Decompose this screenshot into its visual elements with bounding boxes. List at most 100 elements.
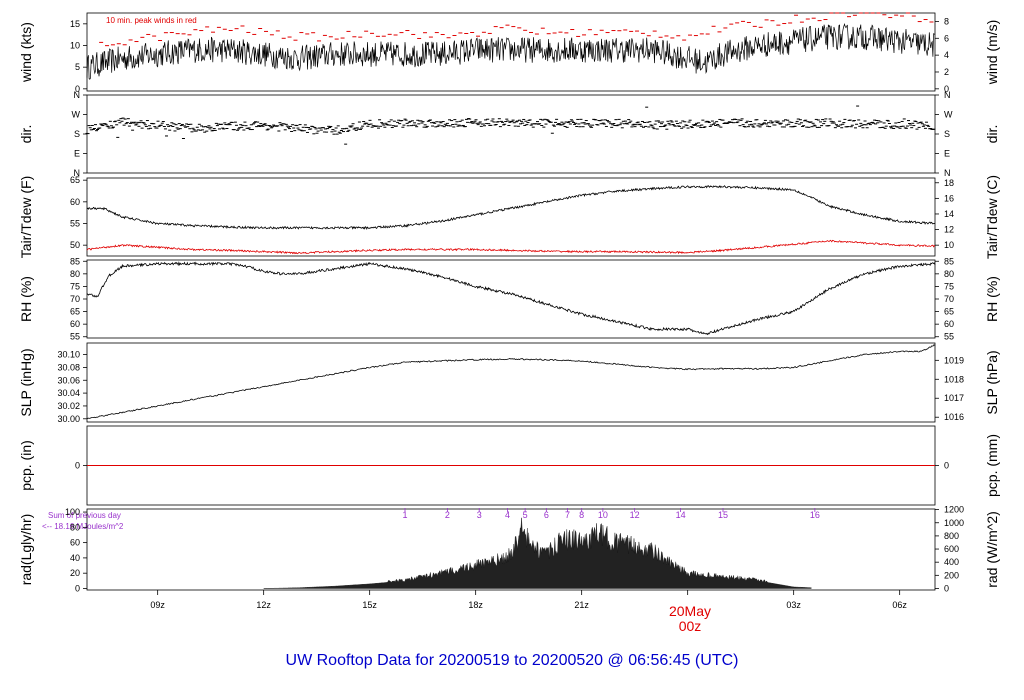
slp-left-tick-label: 30.02 — [57, 401, 80, 411]
solar-hour-label: 14 — [676, 510, 686, 520]
x-tick-label: 15z — [362, 600, 377, 610]
rh-panel-frame — [86, 259, 936, 339]
solar-hour-label: 2 — [445, 510, 450, 520]
rad-left-tick-label: 0 — [75, 583, 80, 593]
solar-hour-label: 10 — [598, 510, 608, 520]
rh-right-tick-label: 80 — [944, 269, 954, 279]
solar-hour-label: 15 — [718, 510, 728, 520]
air-temp-line — [86, 185, 936, 230]
temp-right-axis-label: Tair/Tdew (C) — [984, 175, 1000, 259]
rh-left-tick-label: 80 — [70, 269, 80, 279]
wind-left-tick-label: 0 — [75, 84, 80, 94]
wind-left-tick-label: 5 — [75, 62, 80, 72]
rh-left-axis-label: RH (%) — [18, 276, 34, 322]
rad-right-tick-label: 200 — [944, 570, 959, 580]
slp-left-tick-label: 30.08 — [57, 362, 80, 372]
rad-left-tick-label: 20 — [70, 568, 80, 578]
rad-right-tick-label: 0 — [944, 583, 949, 593]
rad-left-tick-label: 40 — [70, 553, 80, 563]
dir-right-tick-label: W — [944, 110, 953, 120]
rh-left-tick-label: 70 — [70, 294, 80, 304]
dir-left-tick-label: S — [74, 129, 80, 139]
rad-right-tick-label: 800 — [944, 531, 959, 541]
temp-left-tick-label: 65 — [70, 175, 80, 185]
dir-right-tick-label: N — [944, 168, 951, 178]
rad-left-axis-label: rad(Lgly/hr) — [18, 514, 34, 586]
dir-panel-frame — [86, 94, 936, 174]
rh-right-tick-label: 60 — [944, 319, 954, 329]
dir-left-tick-label: W — [72, 110, 81, 120]
solar-note-line1: Sum of previous day — [48, 511, 121, 520]
wind-left-tick-label: 10 — [70, 41, 80, 51]
rh-left-tick-label: 85 — [70, 256, 80, 266]
rad-right-axis-label: rad (W/m^2) — [984, 511, 1000, 588]
rh-left-tick-label: 75 — [70, 281, 80, 291]
temp-left-axis-label: Tair/Tdew (F) — [18, 176, 34, 258]
dir-right-tick-label: N — [944, 90, 951, 100]
slp-left-tick-label: 30.04 — [57, 388, 80, 398]
rad-right-tick-label: 600 — [944, 544, 959, 554]
wind-right-tick-label: 8 — [944, 16, 949, 26]
temp-right-tick-label: 16 — [944, 193, 954, 203]
date-marker-hour: 00z — [679, 618, 702, 634]
wind-right-tick-label: 4 — [944, 50, 949, 60]
slp-right-tick-label: 1016 — [944, 412, 964, 422]
wind-panel-frame — [86, 12, 936, 92]
pcp-right-axis-label: pcp. (mm) — [984, 434, 1000, 497]
x-tick-label: 06z — [892, 600, 907, 610]
wind-peak-note: 10 min. peak winds in red — [106, 16, 197, 25]
solar-note-line2: <-- 18.16 MJoules/m^2 — [42, 522, 124, 531]
solar-hour-label: 12 — [630, 510, 640, 520]
rh-right-tick-label: 70 — [944, 294, 954, 304]
slp-left-tick-label: 30.10 — [57, 350, 80, 360]
temp-panel-frame — [86, 177, 936, 257]
rh-left-tick-label: 55 — [70, 332, 80, 342]
pcp-right-tick-label: 0 — [944, 461, 949, 471]
slp-left-tick-label: 30.00 — [57, 414, 80, 424]
temp-right-tick-label: 18 — [944, 178, 954, 188]
slp-left-axis-label: SLP (inHg) — [18, 348, 34, 416]
slp-right-axis-label: SLP (hPa) — [984, 350, 1000, 414]
dir-right-axis-label: dir. — [984, 125, 1000, 144]
x-tick-label: 03z — [786, 600, 801, 610]
slp-line — [86, 344, 936, 420]
temp-left-tick-label: 60 — [70, 197, 80, 207]
dir-right-tick-label: S — [944, 129, 950, 139]
dir-left-tick-label: E — [74, 149, 80, 159]
wind-right-tick-label: 0 — [944, 84, 949, 94]
slp-panel-frame — [86, 342, 936, 423]
chart-title: UW Rooftop Data for 20200519 to 20200520… — [286, 652, 739, 669]
solar-hour-label: 3 — [477, 510, 482, 520]
x-tick-label: 18z — [468, 600, 483, 610]
dir-right-tick-label: E — [944, 149, 950, 159]
rad-panel-frame — [86, 508, 936, 591]
rh-left-tick-label: 60 — [70, 319, 80, 329]
temp-left-tick-label: 50 — [70, 240, 80, 250]
dew-point-line — [86, 239, 935, 255]
dir-left-axis-label: dir. — [18, 125, 34, 144]
wind-right-tick-label: 6 — [944, 33, 949, 43]
pcp-left-tick-label: 0 — [75, 461, 80, 471]
pcp-left-axis-label: pcp. (in) — [18, 440, 34, 491]
x-tick-label: 12z — [256, 600, 271, 610]
temp-right-tick-label: 12 — [944, 225, 954, 235]
rad-left-tick-label: 60 — [70, 538, 80, 548]
slp-right-tick-label: 1018 — [944, 374, 964, 384]
rh-right-tick-label: 75 — [944, 281, 954, 291]
rad-left-tick-label: 100 — [65, 507, 80, 517]
solar-hour-label: 7 — [565, 510, 570, 520]
solar-hour-label: 5 — [523, 510, 528, 520]
slp-right-tick-label: 1019 — [944, 355, 964, 365]
wind-right-tick-label: 2 — [944, 67, 949, 77]
wind-left-axis-label: wind (kts) — [18, 22, 34, 83]
temp-right-tick-label: 10 — [944, 240, 954, 250]
slp-right-tick-label: 1017 — [944, 393, 964, 403]
rh-right-tick-label: 85 — [944, 256, 954, 266]
rh-right-tick-label: 55 — [944, 332, 954, 342]
solar-radiation-area — [263, 517, 812, 589]
temp-right-tick-label: 14 — [944, 209, 954, 219]
rh-right-axis-label: RH (%) — [984, 276, 1000, 322]
temp-left-tick-label: 55 — [70, 219, 80, 229]
wind-left-tick-label: 15 — [70, 19, 80, 29]
